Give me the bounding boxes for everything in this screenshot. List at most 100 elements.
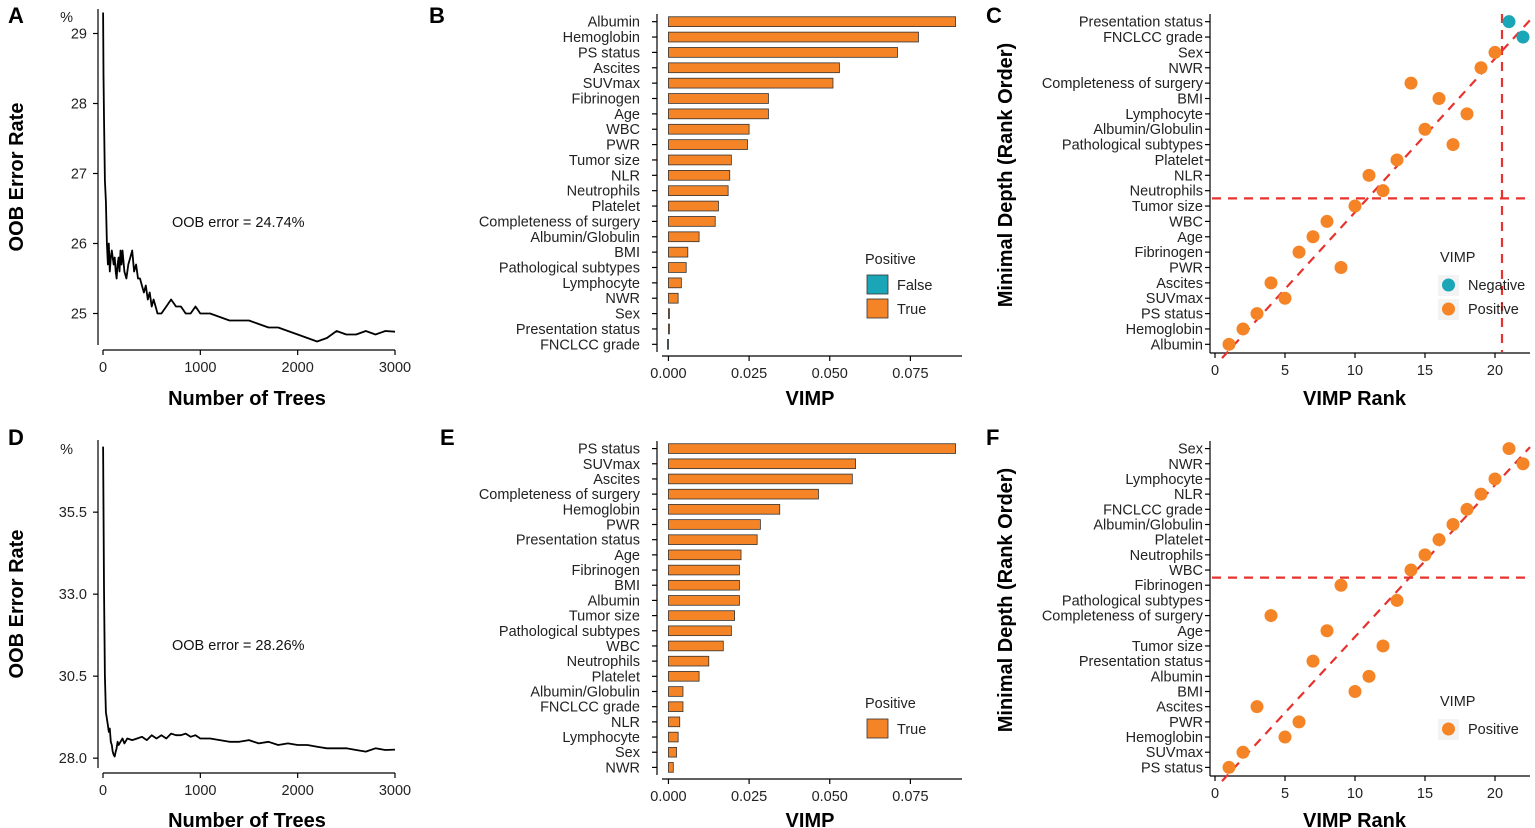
- legend-title: VIMP: [1440, 250, 1475, 266]
- variable-point: [1278, 291, 1292, 305]
- category-label: Tumor size: [1132, 199, 1203, 215]
- vimp-bar: [668, 292, 679, 304]
- x-tick-label: 2000: [282, 360, 314, 376]
- category-label: Lymphocyte: [562, 276, 640, 292]
- category-label: Albumin/Globulin: [1093, 122, 1203, 138]
- category-label: SUVmax: [583, 76, 641, 92]
- variable-point: [1502, 15, 1516, 29]
- category-label: PS status: [1141, 307, 1203, 323]
- variable-point: [1334, 578, 1348, 592]
- x-tick-label: 20: [1487, 363, 1503, 379]
- category-label: Platelet: [1155, 533, 1203, 549]
- variable-point: [1460, 107, 1474, 121]
- vimp-bar: [668, 625, 732, 637]
- variable-point: [1418, 548, 1432, 562]
- variable-point: [1502, 442, 1516, 456]
- category-label: WBC: [606, 639, 640, 655]
- x-tick-label: 0: [99, 360, 107, 376]
- oob-annotation: OOB error = 28.26%: [172, 638, 305, 654]
- x-axis-title: Number of Trees: [168, 810, 326, 828]
- y-unit-label: %: [60, 442, 73, 458]
- legend-key: [866, 274, 889, 295]
- x-tick-label: 10: [1347, 363, 1363, 379]
- category-label: NLR: [611, 715, 640, 731]
- category-label: Fibrinogen: [1134, 578, 1203, 594]
- category-label: Albumin: [1151, 337, 1203, 353]
- category-label: FNCLCC grade: [1103, 30, 1203, 46]
- vimp-bar: [668, 686, 684, 697]
- category-label: Fibrinogen: [571, 563, 640, 579]
- category-label: NWR: [605, 760, 640, 776]
- variable-point: [1250, 700, 1264, 714]
- vimp-bar: [668, 458, 856, 470]
- variable-point: [1320, 624, 1334, 638]
- vimp-bar: [668, 655, 710, 667]
- vimp-bar: [668, 231, 700, 243]
- vimp-bar: [668, 534, 758, 545]
- legend-title: Positive: [865, 252, 916, 268]
- x-tick-label: 2000: [282, 783, 314, 799]
- variable-point: [1306, 654, 1320, 668]
- category-label: SUVmax: [1146, 291, 1204, 307]
- vimp-bar: [668, 277, 682, 289]
- vimp-bar: [668, 323, 670, 335]
- y-unit-label: %: [60, 10, 73, 26]
- diagonal-reference-line: [1221, 446, 1531, 782]
- legend-key: [866, 298, 889, 319]
- vimp-bar: [668, 62, 840, 74]
- category-label: Albumin: [588, 593, 640, 609]
- x-tick-label: 0.050: [812, 789, 848, 805]
- category-label: PS status: [578, 442, 640, 458]
- category-label: Pathological subtypes: [499, 261, 640, 277]
- oob-error-line: [102, 446, 396, 758]
- vimp-bar: [668, 519, 761, 530]
- variable-point: [1474, 487, 1488, 501]
- variable-point: [1362, 669, 1376, 683]
- category-label: Age: [614, 107, 640, 123]
- x-axis-title: VIMP: [786, 810, 835, 828]
- variable-point: [1348, 685, 1362, 698]
- variable-point: [1362, 168, 1376, 182]
- variable-point: [1432, 533, 1446, 547]
- category-label: WBC: [606, 122, 640, 138]
- variable-point: [1236, 322, 1250, 336]
- category-label: Neutrophils: [567, 184, 640, 200]
- variable-point: [1474, 61, 1488, 75]
- legend-label: False: [897, 278, 932, 294]
- vimp-bar: [668, 549, 742, 561]
- vimp-bar: [668, 154, 732, 166]
- vimp-bar: [668, 200, 719, 212]
- category-label: NLR: [611, 168, 640, 184]
- category-label: NLR: [1174, 487, 1203, 503]
- x-tick-label: 0.000: [650, 366, 686, 382]
- y-tick-label: 33.0: [59, 587, 87, 603]
- variable-point: [1516, 30, 1530, 44]
- category-label: Sex: [1178, 442, 1204, 458]
- x-tick-label: 10: [1347, 786, 1363, 802]
- category-label: Pathological subtypes: [1062, 593, 1203, 609]
- vimp-bar: [667, 339, 669, 350]
- variable-point: [1418, 122, 1432, 136]
- category-label: Presentation status: [1079, 15, 1203, 31]
- category-label: Albumin: [1151, 669, 1203, 685]
- panel-letter: A: [8, 3, 24, 28]
- category-label: Presentation status: [1079, 654, 1203, 670]
- x-tick-label: 0: [1211, 786, 1219, 802]
- vimp-bar: [668, 47, 898, 58]
- vimp-bar: [668, 488, 819, 500]
- category-label: Neutrophils: [1130, 184, 1203, 200]
- category-label: Platelet: [1155, 153, 1203, 169]
- variable-point: [1250, 307, 1264, 321]
- category-label: PWR: [606, 518, 640, 534]
- x-tick-label: 20: [1487, 786, 1503, 802]
- variable-point: [1348, 199, 1362, 213]
- variable-point: [1390, 593, 1404, 607]
- variable-point: [1390, 153, 1404, 167]
- variable-point: [1278, 730, 1292, 744]
- vimp-bar: [668, 170, 731, 181]
- category-label: Hemoglobin: [1126, 322, 1203, 338]
- variable-point: [1404, 563, 1418, 577]
- category-label: FNCLCC grade: [540, 700, 640, 716]
- y-axis-title: OOB Error Rate: [6, 103, 28, 252]
- variable-point: [1222, 760, 1236, 774]
